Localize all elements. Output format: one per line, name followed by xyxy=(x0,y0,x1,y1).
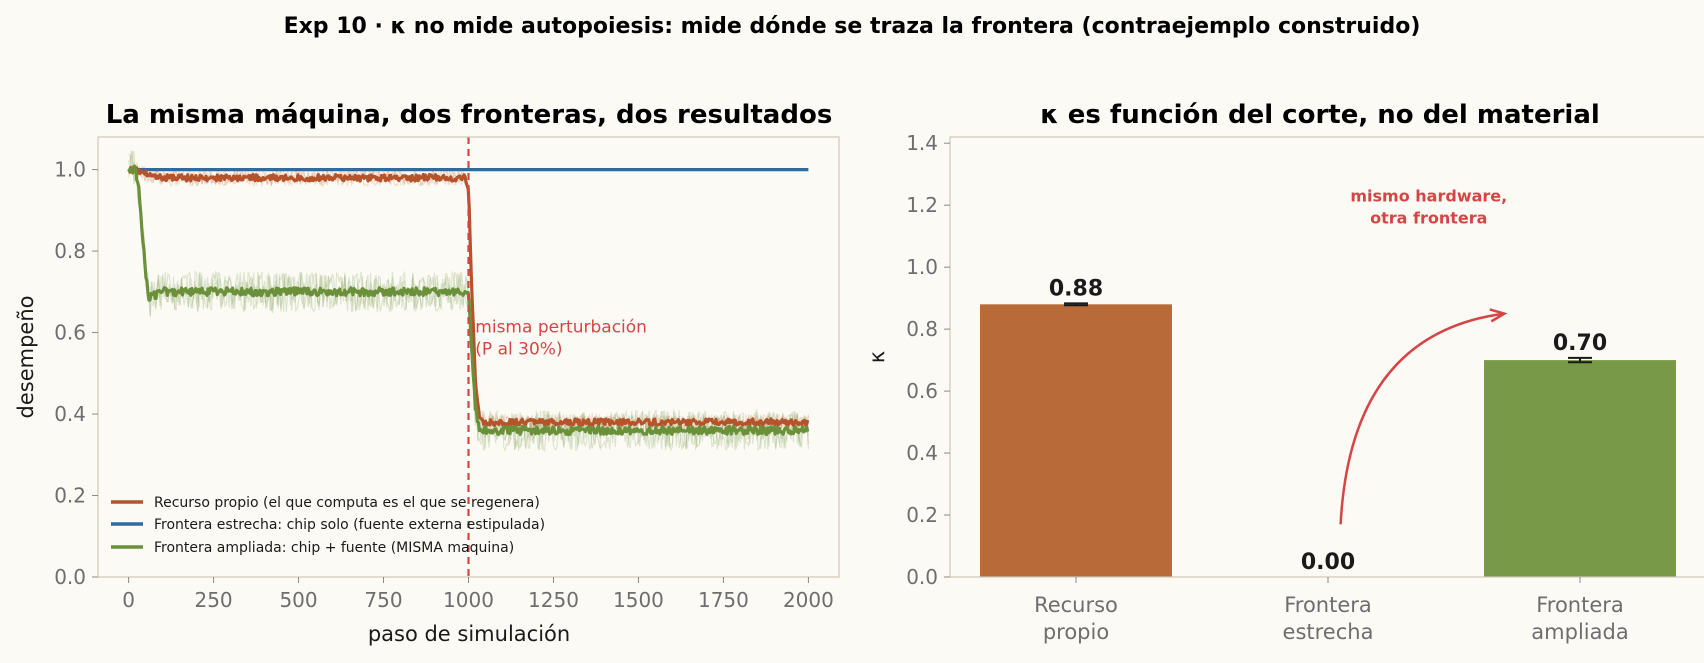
perturbation-annotation-line1: misma perturbación xyxy=(475,318,647,338)
hardware-annotation-line1: mismo hardware, xyxy=(1350,186,1507,205)
y-tick-label: 1.4 xyxy=(906,131,938,155)
y-tick-label: 0.6 xyxy=(54,321,86,345)
bar-value-label-recurso-propio: 0.88 xyxy=(1049,276,1103,301)
bar-chart-x-ticks: Recurso propio Frontera estrecha Frontera amp… xyxy=(1034,577,1629,644)
series-line-ampliada xyxy=(127,164,810,436)
x-tick-label: Frontera xyxy=(1536,593,1624,617)
y-tick-label: 1.0 xyxy=(906,255,938,279)
legend-label-ampliada: Frontera ampliada: chip + fuente (MISMA … xyxy=(154,540,514,556)
line-chart-y-label: desempeño xyxy=(14,296,38,419)
x-tick-label: 1000 xyxy=(443,588,494,612)
x-tick-label: 1750 xyxy=(698,588,749,612)
x-tick-label: 2000 xyxy=(783,588,834,612)
bar-recurso-propio xyxy=(980,304,1172,577)
hardware-annotation: mismo hardware, otra frontera xyxy=(1339,186,1508,525)
x-tick-label: 250 xyxy=(194,588,232,612)
y-tick-label: 0.6 xyxy=(906,379,938,403)
x-tick-label: propio xyxy=(1043,620,1109,644)
bar-chart-y-ticks: 0.0 0.2 0.4 0.6 0.8 1.0 1.2 1.4 xyxy=(906,131,950,589)
y-tick-label: 0.8 xyxy=(54,239,86,263)
y-tick-label: 0.8 xyxy=(906,317,938,341)
bar-chart-bars: 0.88 0.00 0.70 xyxy=(980,276,1676,578)
y-tick-label: 1.0 xyxy=(54,158,86,182)
y-tick-label: 0.0 xyxy=(54,565,86,589)
perturbation-annotation: misma perturbación (P al 30%) xyxy=(475,318,647,360)
x-tick-label: Recurso xyxy=(1034,593,1118,617)
bar-value-label-frontera-ampliada: 0.70 xyxy=(1553,331,1607,356)
x-tick-label: ampliada xyxy=(1531,620,1628,644)
legend-label-recurso: Recurso propio (el que computa es el que… xyxy=(154,495,540,511)
x-tick-label: 0 xyxy=(122,588,135,612)
perturbation-annotation-line2: (P al 30%) xyxy=(475,340,562,360)
hardware-annotation-arrowhead xyxy=(1489,308,1508,323)
y-tick-label: 0.0 xyxy=(906,565,938,589)
y-tick-label: 1.2 xyxy=(906,193,938,217)
bar-chart-panel: κ es función del corte, no del material … xyxy=(865,100,1704,644)
x-tick-label: Frontera xyxy=(1284,593,1372,617)
y-tick-label: 0.2 xyxy=(906,503,938,527)
figure-suptitle: Exp 10 · κ no mide autopoiesis: mide dón… xyxy=(284,14,1421,39)
x-tick-label: 1500 xyxy=(613,588,664,612)
line-chart-x-ticks: 0 250 500 750 1000 1250 1500 1750 2000 xyxy=(122,577,834,612)
line-chart-y-ticks: 0.0 0.2 0.4 0.6 0.8 1.0 xyxy=(54,158,98,589)
x-tick-label: 1250 xyxy=(528,588,579,612)
legend-label-estrecha: Frontera estrecha: chip solo (fuente ext… xyxy=(154,517,545,533)
bar-frontera-ampliada xyxy=(1484,360,1676,577)
y-tick-label: 0.2 xyxy=(54,484,86,508)
y-tick-label: 0.4 xyxy=(54,402,86,426)
hardware-annotation-arrow xyxy=(1339,312,1505,525)
line-chart-title: La misma máquina, dos fronteras, dos res… xyxy=(106,100,833,130)
x-tick-label: estrecha xyxy=(1283,620,1374,644)
x-tick-label: 750 xyxy=(364,588,402,612)
bar-value-label-frontera-estrecha: 0.00 xyxy=(1301,550,1355,575)
hardware-annotation-line2: otra frontera xyxy=(1370,208,1487,227)
line-chart-x-label: paso de simulación xyxy=(368,622,570,646)
line-chart-legend: Recurso propio (el que computa es el que… xyxy=(111,495,545,556)
x-tick-label: 500 xyxy=(279,588,317,612)
y-tick-label: 0.4 xyxy=(906,441,938,465)
bar-chart-title: κ es función del corte, no del material xyxy=(1040,100,1600,130)
bar-chart-y-label: κ xyxy=(865,351,889,363)
line-chart-panel: La misma máquina, dos fronteras, dos res… xyxy=(14,100,840,646)
